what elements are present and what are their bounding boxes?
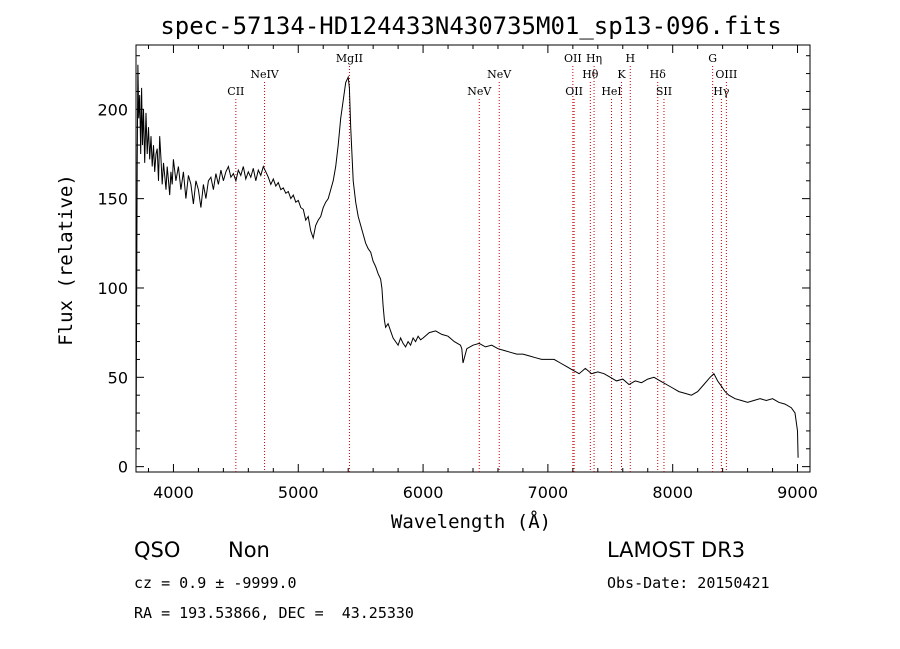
x-tick-label: 6000 [403, 483, 444, 502]
spectrum-line [135, 64, 799, 467]
y-axis: 0 50 100 150 200 [97, 55, 810, 477]
line-label: CII [227, 85, 244, 98]
line-label: OII [565, 85, 583, 98]
x-tick-label: 5000 [278, 483, 319, 502]
line-label: SII [656, 85, 672, 98]
redshift-cz: cz = 0.9 ± -9999.0 [134, 574, 297, 592]
y-tick-label: 100 [97, 279, 128, 298]
x-tick-label: 7000 [528, 483, 569, 502]
y-tick-label: 200 [97, 100, 128, 119]
y-tick-label: 150 [97, 190, 128, 209]
line-label: G [708, 52, 717, 65]
ra-dec-coordinates: RA = 193.53866, DEC = 43.25330 [134, 604, 414, 622]
line-label: Hγ [713, 85, 730, 98]
line-label: HeI [601, 85, 621, 98]
line-label: K [617, 68, 626, 81]
line-label: OII [564, 52, 582, 65]
line-label: H [625, 52, 635, 65]
y-tick-label: 50 [108, 368, 128, 387]
line-label: Hδ [650, 68, 667, 81]
object-class: QSO [134, 538, 181, 562]
plot-frame [135, 44, 811, 473]
line-label: Hη [586, 52, 602, 65]
observation-date: Obs-Date: 20150421 [607, 574, 770, 592]
x-tick-label: 8000 [652, 483, 693, 502]
object-subclass: Non [228, 538, 270, 562]
y-tick-label: 0 [118, 458, 128, 477]
line-label: NeV [467, 85, 492, 98]
y-axis-label: Flux (relative) [55, 174, 77, 346]
x-tick-label: 9000 [777, 483, 818, 502]
survey-name: LAMOST DR3 [607, 538, 746, 562]
line-label: NeIV [250, 68, 279, 81]
chart-title: spec-57134-HD124433N430735M01_sp13-096.f… [160, 12, 781, 40]
line-label: Hθ [582, 68, 599, 81]
x-axis: 4000 5000 6000 7000 8000 9000 [147, 45, 818, 502]
line-label: OIII [715, 68, 737, 81]
spectral-line-markers: CIINeIVMgIINeVNeVOIIOIIHθHηHeIKHHδSIIGHγ… [227, 52, 737, 472]
line-label: NeV [487, 68, 512, 81]
line-label: MgII [336, 52, 363, 65]
x-tick-label: 4000 [153, 483, 194, 502]
x-axis-label: Wavelength (Å) [391, 510, 551, 533]
